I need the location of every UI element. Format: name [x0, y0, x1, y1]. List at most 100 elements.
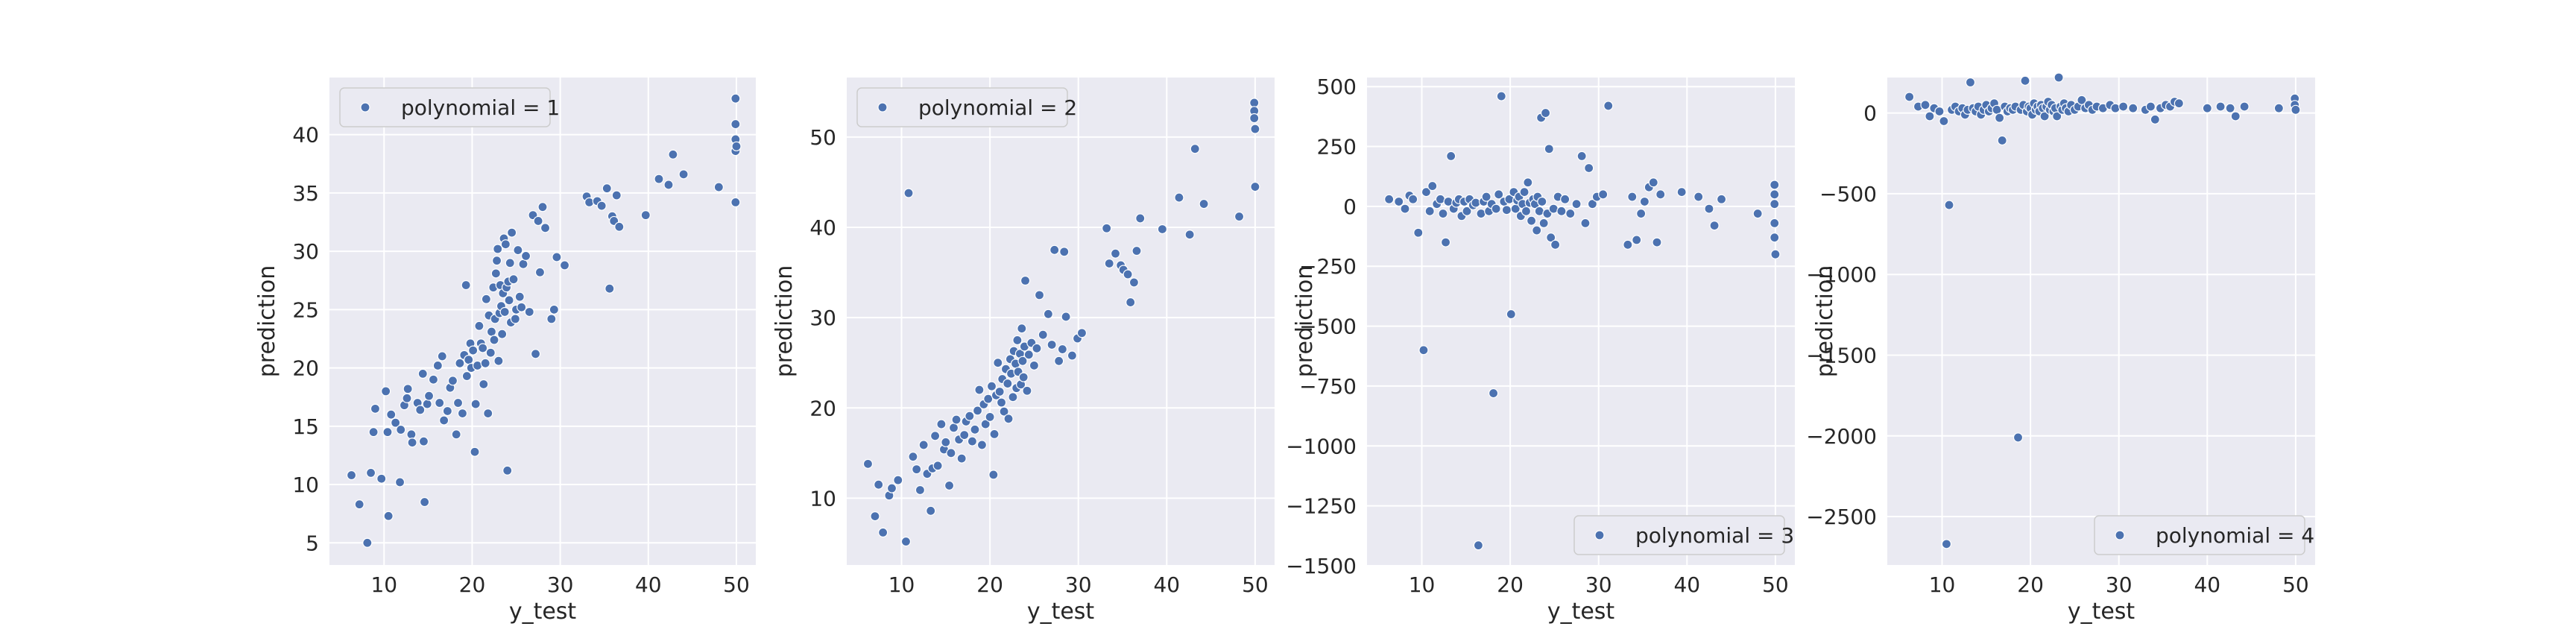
- scatter-point: [407, 438, 417, 448]
- legend-marker: [2115, 530, 2125, 540]
- scatter-point: [2150, 114, 2160, 124]
- scatter-point: [2215, 101, 2226, 112]
- scatter-point: [394, 477, 405, 487]
- scatter-point: [1532, 225, 1542, 236]
- y-tick-label: 30: [809, 306, 836, 330]
- scatter-point: [481, 294, 491, 304]
- scatter-point: [951, 414, 962, 425]
- scatter-point: [941, 437, 951, 447]
- x-tick-label: 10: [370, 572, 397, 597]
- scatter-point: [1939, 116, 1949, 127]
- scatter-point: [936, 419, 947, 429]
- scatter-point: [918, 440, 929, 450]
- scatter-point: [1965, 77, 1976, 88]
- scatter-point: [1400, 203, 1410, 214]
- scatter-point: [908, 452, 918, 462]
- scatter-point: [1418, 345, 1429, 356]
- scatter-point: [1421, 187, 1432, 198]
- y-tick-label: 0: [1343, 195, 1357, 219]
- scatter-point: [381, 386, 391, 397]
- scatter-point: [1550, 239, 1561, 250]
- scatter-point: [1904, 92, 1915, 102]
- legend-box: [1573, 515, 1785, 555]
- scatter-point: [1584, 162, 1594, 174]
- scatter-point: [1770, 199, 1780, 209]
- y-tick-label: 25: [292, 297, 319, 322]
- x-tick-label: 50: [1762, 572, 1789, 597]
- scatter-point: [1603, 101, 1614, 111]
- scatter-point: [886, 483, 897, 493]
- y-tick-label: −1500: [1286, 554, 1357, 578]
- scatter-point: [1488, 388, 1499, 399]
- scatter-point: [514, 291, 525, 302]
- scatter-point: [1526, 215, 1537, 226]
- y-tick-label: 35: [292, 181, 319, 206]
- scatter-point: [2012, 432, 2024, 443]
- x-tick-label: 20: [1497, 572, 1524, 597]
- scatter-point: [420, 496, 430, 508]
- scatter-point: [654, 174, 664, 184]
- scatter-point: [1496, 91, 1506, 101]
- legend-marker: [360, 102, 370, 113]
- scatter-point: [452, 397, 464, 408]
- scatter-point: [422, 399, 432, 409]
- x-tick-label: 30: [1585, 572, 1612, 597]
- scatter-point: [2128, 103, 2138, 113]
- x-tick-label: 30: [1065, 572, 1092, 597]
- scatter-point: [1494, 189, 1504, 200]
- scatter-point: [552, 252, 562, 262]
- scatter-point: [1446, 151, 1456, 162]
- x-tick-label: 30: [547, 572, 574, 597]
- scatter-point: [432, 360, 443, 371]
- x-tick-label: 50: [2282, 572, 2309, 597]
- scatter-point: [1481, 192, 1491, 202]
- y-tick-label: −1500: [1806, 343, 1877, 367]
- scatter-point: [478, 343, 488, 353]
- scatter-point: [1462, 206, 1472, 216]
- scatter-point: [2273, 103, 2284, 113]
- scatter-point: [559, 260, 570, 271]
- scatter-point: [1157, 224, 1167, 235]
- scatter-point: [1054, 356, 1064, 366]
- scatter-point: [678, 169, 689, 180]
- x-axis-label: y_test: [2068, 599, 2135, 625]
- scatter-point: [1003, 378, 1013, 389]
- y-tick-label: 250: [1317, 135, 1357, 160]
- scatter-point: [490, 268, 501, 279]
- scatter-point: [959, 429, 970, 441]
- y-tick-label: −750: [1299, 374, 1357, 399]
- scatter-point: [2291, 104, 2301, 115]
- scatter-point: [1544, 144, 1554, 154]
- scatter-point: [470, 446, 480, 457]
- scatter-point: [517, 302, 527, 312]
- scatter-point: [513, 244, 523, 256]
- scatter-point: [2118, 101, 2129, 112]
- scatter-point: [461, 280, 471, 291]
- legend: polynomial = 2: [856, 87, 1077, 127]
- x-axis-label: y_test: [1027, 599, 1095, 625]
- scatter-point: [2053, 72, 2064, 83]
- scatter-point: [499, 306, 510, 318]
- scatter-point: [1716, 194, 1727, 204]
- scatter-point: [491, 256, 502, 266]
- scatter-point: [510, 314, 520, 324]
- scatter-point: [2230, 111, 2241, 121]
- scatter-point: [370, 403, 381, 414]
- x-tick-label: 50: [723, 572, 750, 597]
- x-tick-label: 20: [459, 572, 486, 597]
- scatter-point: [1199, 198, 1209, 209]
- scatter-point: [1636, 208, 1647, 219]
- scatter-point: [376, 473, 387, 484]
- scatter-point: [974, 385, 985, 395]
- scatter-point: [489, 335, 499, 345]
- scatter-point: [2174, 98, 2184, 109]
- scatter-point: [1023, 350, 1034, 360]
- scatter-point: [493, 244, 503, 254]
- scatter-point: [447, 376, 458, 386]
- scatter-point: [507, 227, 517, 238]
- scatter-point: [900, 536, 912, 547]
- scatter-point: [2020, 75, 2030, 86]
- scatter-point: [508, 274, 519, 285]
- legend-box: [339, 87, 551, 127]
- scatter-point: [505, 258, 515, 268]
